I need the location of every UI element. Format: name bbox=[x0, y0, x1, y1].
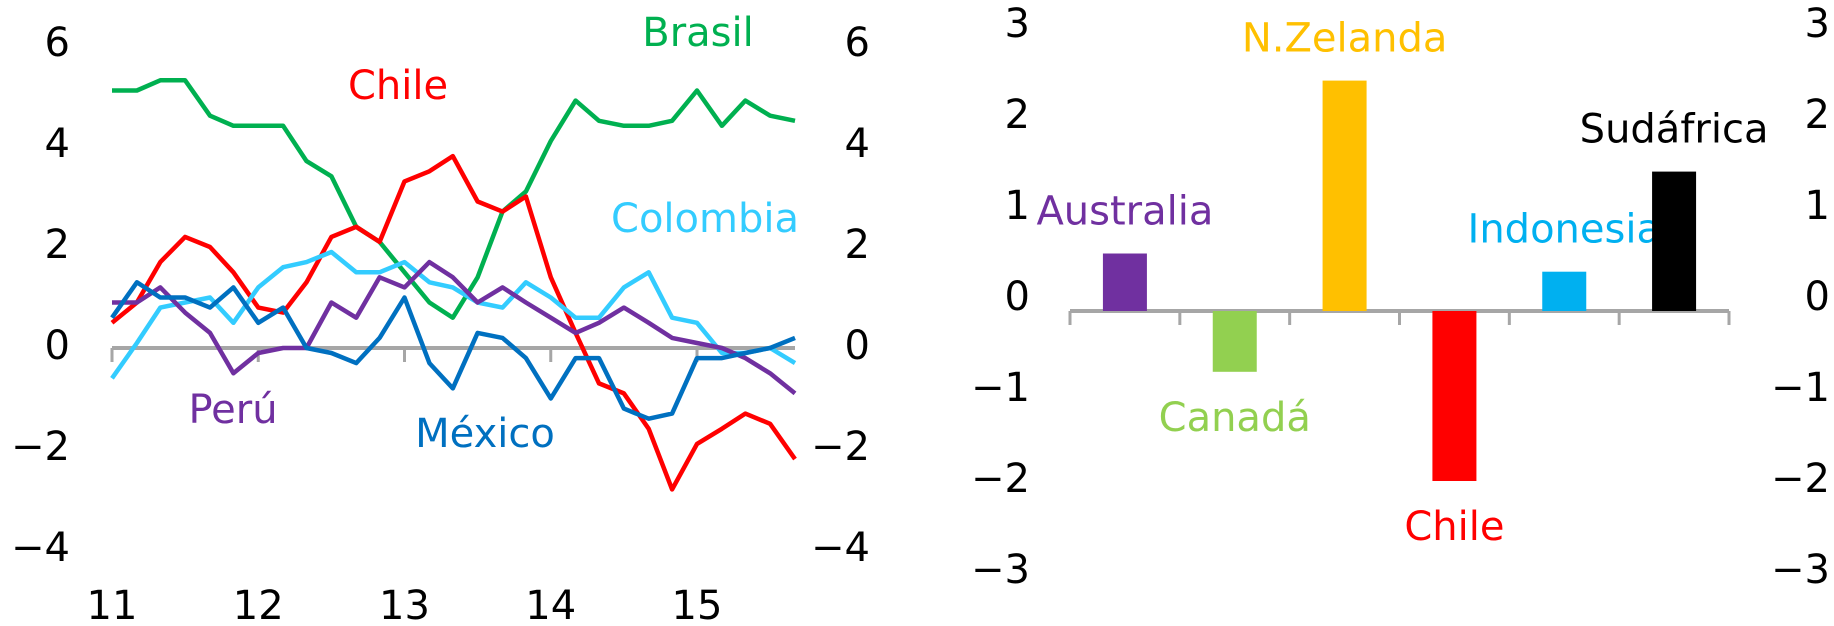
series-line bbox=[110, 153, 797, 492]
bar bbox=[1542, 271, 1587, 311]
y-tick-label: 0 bbox=[45, 323, 70, 369]
y2-tick-label: 4 bbox=[845, 121, 870, 167]
y2-tick-label: 2 bbox=[1805, 92, 1830, 138]
y2-tick-label: 3 bbox=[1805, 1, 1830, 47]
y2-tick-label: 6 bbox=[845, 20, 870, 66]
y2-tick-label: −2 bbox=[1771, 456, 1830, 502]
y2-tick-label: −4 bbox=[811, 525, 870, 571]
y-tick-label: 1 bbox=[1005, 183, 1030, 229]
bar bbox=[1652, 171, 1697, 311]
y2-tick-label: 1 bbox=[1805, 183, 1830, 229]
y2-tick-label: −3 bbox=[1771, 547, 1830, 593]
series-label: México bbox=[415, 411, 555, 457]
series-line bbox=[110, 249, 797, 380]
y-tick-label: −2 bbox=[971, 456, 1030, 502]
series-label: Colombia bbox=[611, 196, 799, 242]
series-label: Perú bbox=[188, 387, 277, 433]
x-tick-label: 12 bbox=[233, 583, 284, 626]
y-tick-label: −3 bbox=[971, 547, 1030, 593]
y-tick-label: −1 bbox=[971, 365, 1030, 411]
y-tick-label: −4 bbox=[11, 525, 70, 571]
y2-tick-label: −1 bbox=[1771, 365, 1830, 411]
category-label: Australia bbox=[1036, 189, 1213, 235]
y2-tick-label: 0 bbox=[1805, 274, 1830, 320]
category-label: N.Zelanda bbox=[1242, 16, 1448, 62]
y-tick-label: 6 bbox=[45, 20, 70, 66]
y-tick-label: 3 bbox=[1005, 1, 1030, 47]
bar bbox=[1322, 80, 1367, 311]
y-tick-label: 0 bbox=[1005, 274, 1030, 320]
x-tick-label: 13 bbox=[379, 583, 430, 626]
bar bbox=[1102, 253, 1147, 311]
y2-tick-label: 0 bbox=[845, 323, 870, 369]
y-tick-label: 2 bbox=[45, 222, 70, 268]
category-label: Canadá bbox=[1159, 395, 1311, 441]
y-tick-label: 2 bbox=[1005, 92, 1030, 138]
y-tick-label: 4 bbox=[45, 121, 70, 167]
category-label: Chile bbox=[1404, 504, 1504, 550]
bar bbox=[1212, 311, 1257, 372]
y-tick-label: −2 bbox=[11, 424, 70, 470]
series-line bbox=[112, 259, 797, 396]
y2-tick-label: −2 bbox=[811, 424, 870, 470]
x-tick-label: 14 bbox=[525, 583, 576, 626]
x-tick-label: 15 bbox=[672, 583, 723, 626]
series-label: Brasil bbox=[642, 10, 753, 56]
category-label: Sudáfrica bbox=[1580, 107, 1769, 153]
series-line bbox=[110, 280, 796, 421]
y2-tick-label: 2 bbox=[845, 222, 870, 268]
x-tick-label: 11 bbox=[87, 583, 138, 626]
series-line bbox=[112, 78, 796, 320]
series-label: Chile bbox=[348, 63, 448, 109]
category-label: Indonesia bbox=[1468, 207, 1661, 253]
bar bbox=[1432, 311, 1477, 481]
